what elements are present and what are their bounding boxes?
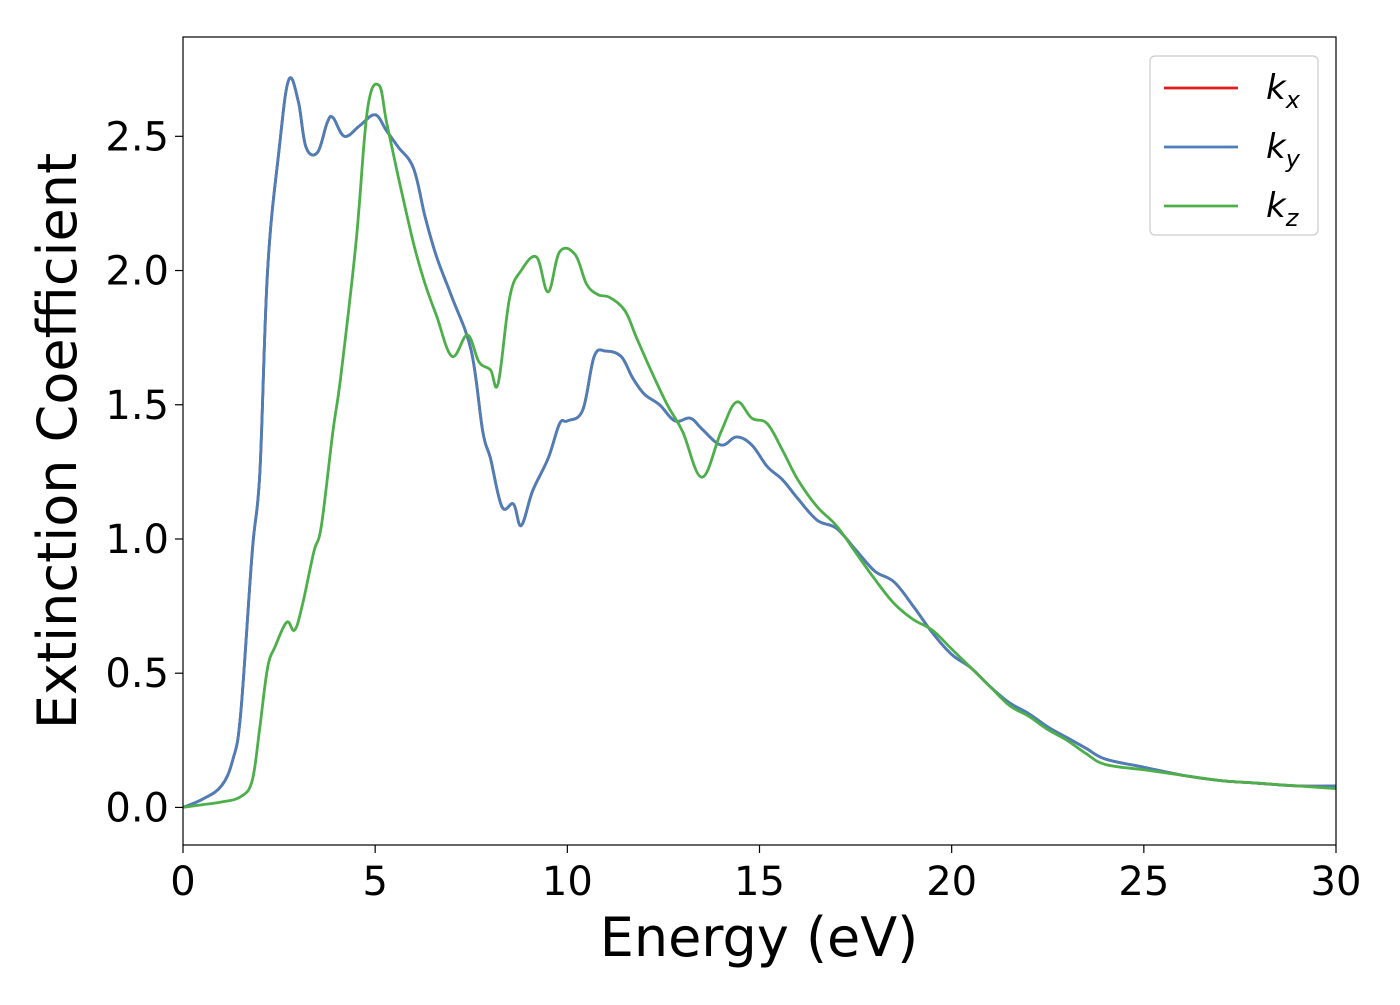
- x-axis: 0 5 10 15 20 25 30: [170, 845, 1361, 905]
- y-axis-label: Extinction Coefficient: [26, 153, 89, 729]
- x-tick-label: 30: [1311, 859, 1362, 905]
- y-tick-label: 2.0: [105, 249, 169, 295]
- series-line-kz: [182, 82, 1337, 809]
- plot-background: [183, 37, 1336, 845]
- legend-box: [1149, 55, 1319, 236]
- y-tick-label: 0.0: [105, 785, 169, 831]
- y-tick-label: 2.5: [105, 114, 169, 160]
- series-layer: [182, 76, 1337, 809]
- x-tick-label: 15: [734, 859, 785, 905]
- x-tick-label: 20: [926, 859, 977, 905]
- y-tick-label: 1.0: [105, 517, 169, 563]
- x-tick-label: 0: [170, 859, 195, 905]
- y-tick-label: 0.5: [105, 651, 169, 697]
- x-tick-label: 5: [362, 859, 387, 905]
- x-axis-label: Energy (eV): [600, 906, 919, 969]
- y-axis: 0.0 0.5 1.0 1.5 2.0 2.5: [105, 114, 183, 831]
- x-tick-label: 10: [542, 859, 593, 905]
- y-tick-label: 1.5: [105, 383, 169, 429]
- x-tick-label: 25: [1118, 859, 1169, 905]
